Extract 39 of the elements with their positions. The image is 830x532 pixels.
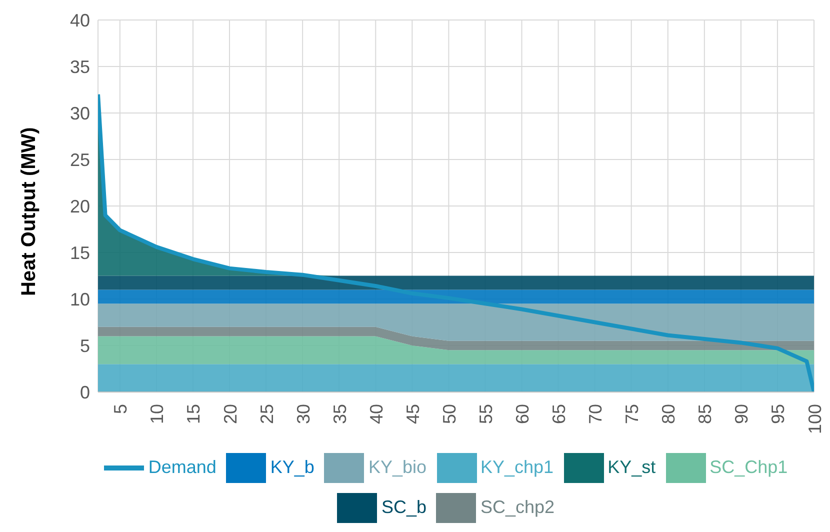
x-tick-label: 100	[804, 404, 825, 434]
legend-label: KY_st	[608, 456, 656, 477]
y-tick-label: 40	[70, 10, 90, 30]
y-tick-label: 5	[80, 336, 90, 356]
x-tick-label: 15	[184, 404, 204, 424]
x-tick-label: 30	[293, 404, 314, 424]
y-axis-title: Heat Output (MW)	[18, 127, 40, 296]
x-tick-label: 5	[110, 404, 131, 414]
x-tick-label: 40	[366, 404, 386, 424]
x-tick-label: 45	[402, 404, 423, 424]
y-tick-label: 30	[70, 103, 90, 124]
x-tick-label: 20	[220, 404, 240, 424]
legend-label: KY_b	[270, 456, 314, 477]
legend-label: KY_bio	[368, 456, 426, 477]
legend-label: SC_Chp1	[710, 456, 788, 477]
x-tick-label: 10	[147, 404, 168, 424]
x-tick-label: 60	[512, 404, 533, 424]
x-tick-label: 80	[658, 404, 679, 424]
legend-label: SC_b	[381, 496, 426, 517]
x-tick-label: 65	[549, 404, 570, 424]
x-tick-label: 25	[256, 404, 277, 424]
x-tick-label: 55	[476, 404, 496, 424]
legend-label: SC_chp2	[480, 496, 555, 517]
y-tick-label: 10	[70, 289, 90, 310]
legend-label: KY_chp1	[480, 456, 554, 477]
x-tick-label: 75	[622, 404, 642, 424]
y-tick-label: 25	[70, 150, 90, 170]
legend-label: Demand	[148, 456, 216, 477]
x-tick-label: 70	[586, 404, 606, 424]
y-tick-label: 20	[70, 196, 90, 216]
x-tick-label: 85	[695, 404, 716, 424]
y-tick-label: 0	[80, 382, 90, 402]
x-tick-label: 90	[732, 404, 752, 424]
x-tick-label: 50	[439, 404, 460, 424]
y-tick-label: 15	[70, 242, 90, 263]
y-tick-label: 35	[70, 56, 90, 77]
x-tick-label: 95	[768, 404, 788, 424]
x-tick-label: 35	[330, 404, 350, 424]
line-series	[98, 92, 814, 392]
